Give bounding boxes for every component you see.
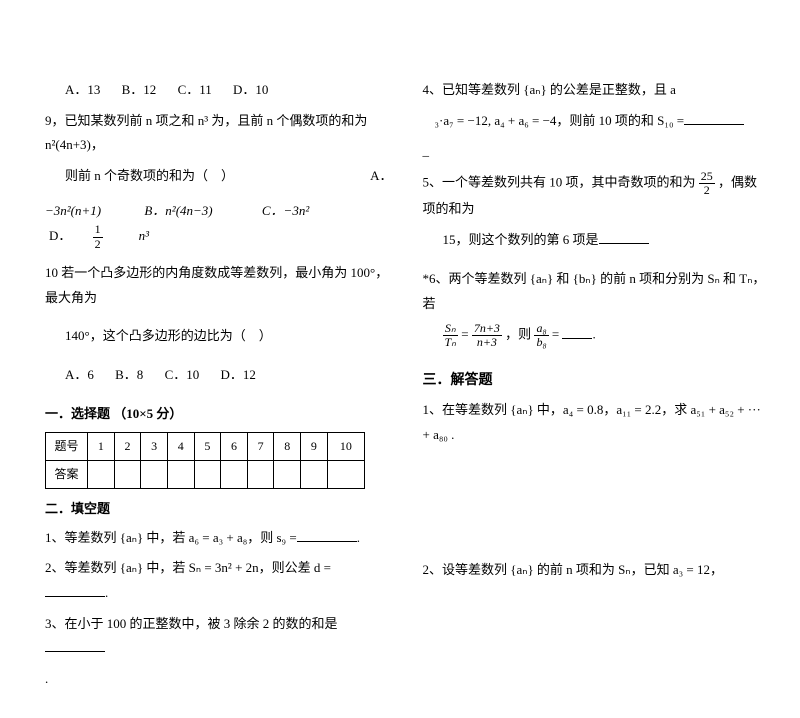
table-cell: [221, 461, 248, 489]
table-cell: [194, 461, 221, 489]
table-cell: [327, 461, 364, 489]
fraction-icon: Sₙ Tₙ: [443, 322, 458, 349]
table-row: 答案: [46, 461, 365, 489]
table-col: 6: [221, 433, 248, 461]
fraction-icon: 25 2: [699, 170, 715, 197]
q10-opt-c: C．10: [165, 367, 200, 382]
blank-line: [599, 232, 649, 244]
table-col: 7: [247, 433, 274, 461]
blank-line: [45, 585, 105, 597]
q10-options: A．6 B．8 C．10 D．12: [65, 363, 393, 388]
q9-opt-a-marker: A．: [370, 164, 392, 189]
q10-opt-a: A．6: [65, 367, 94, 382]
q9-options-row: −3n²(n+1) B．n²(4n−3) C．−3n² D． 1 2 n³: [45, 199, 393, 251]
fraction-icon: 7n+3 n+3: [472, 322, 502, 349]
fraction-icon: a₈ b₈: [534, 322, 548, 349]
answer-table: 题号 1 2 3 4 5 6 7 8 9 10 答案: [45, 432, 365, 489]
table-col: 8: [274, 433, 301, 461]
table-col: 5: [194, 433, 221, 461]
table-answer-label: 答案: [46, 461, 88, 489]
table-col: 10: [327, 433, 364, 461]
table-cell: [88, 461, 115, 489]
section2-title: 二．填空题: [45, 497, 393, 522]
blank-line: [684, 113, 744, 125]
q4-line1: 4、已知等差数列 {aₙ} 的公差是正整数，且 a: [423, 78, 771, 103]
blank-line: [562, 327, 592, 339]
table-cell: [167, 461, 194, 489]
q9-line2: 则前 n 个奇数项的和为（ ） A．: [45, 164, 393, 189]
table-cell: [247, 461, 274, 489]
q6-eq: Sₙ Tₙ = 7n+3 n+3 ，则 a₈ b₈ = .: [443, 322, 771, 349]
underscore: _: [423, 139, 771, 164]
blank-line: [297, 530, 357, 542]
answer-q1: 1、在等差数列 {aₙ} 中，a₄ = 0.8，a₁₁ = 2.2，求 a₅₁ …: [423, 398, 771, 447]
table-header-label: 题号: [46, 433, 88, 461]
q9-opt-c: C．−3n²: [262, 203, 327, 218]
table-row: 题号 1 2 3 4 5 6 7 8 9 10: [46, 433, 365, 461]
fill-q2: 2、等差数列 {aₙ} 中，若 Sₙ = 3n² + 2n，则公差 d = .: [45, 556, 393, 605]
q8-opt-a: A．13: [65, 82, 100, 97]
answer-q2: 2、设等差数列 {aₙ} 的前 n 项和为 Sₙ，已知 a₃ = 12，: [423, 558, 771, 583]
left-column: A．13 B．12 C．11 D．10 9，已知某数列前 n 项之和 n³ 为，…: [45, 78, 393, 698]
q8-options: A．13 B．12 C．11 D．10: [65, 78, 393, 103]
q4-line2: ₃·a₇ = −12, a₄ + a₆ = −4，则前 10 项的和 S₁₀ =: [435, 109, 771, 134]
fraction-icon: 1 2: [93, 223, 121, 250]
table-cell: [301, 461, 328, 489]
fill-q3: 3、在小于 100 的正整数中，被 3 除余 2 的数的和是: [45, 612, 393, 661]
q9-line1: 9，已知某数列前 n 项之和 n³ 为，且前 n 个偶数项的和为 n²(4n+3…: [45, 109, 393, 158]
q9-opt-d: D． 1 2 n³: [49, 228, 167, 243]
table-cell: [274, 461, 301, 489]
section1-title: 一．选择题 （10×5 分）: [45, 402, 393, 427]
table-col: 4: [167, 433, 194, 461]
right-column: 4、已知等差数列 {aₙ} 的公差是正整数，且 a ₃·a₇ = −12, a₄…: [423, 78, 771, 698]
table-cell: [141, 461, 168, 489]
q5-line1: 5、一个等差数列共有 10 项，其中奇数项的和为 25 2 ，偶数项的和为: [423, 170, 771, 222]
q5-line2: 15，则这个数列的第 6 项是: [443, 228, 771, 253]
q9-line2-text: 则前 n 个奇数项的和为（ ）: [65, 164, 234, 189]
q10-line2: 140°，这个凸多边形的边比为（ ）: [65, 324, 393, 349]
q6-line1: *6、两个等差数列 {aₙ} 和 {bₙ} 的前 n 项和分别为 Sₙ 和 Tₙ…: [423, 267, 771, 316]
trailing-dot: .: [45, 667, 393, 692]
table-cell: [114, 461, 141, 489]
q8-opt-b: B．12: [122, 82, 157, 97]
table-col: 2: [114, 433, 141, 461]
q10-opt-d: D．12: [220, 367, 255, 382]
q9-opt-a: −3n²(n+1): [45, 203, 101, 218]
blank-line: [45, 640, 105, 652]
table-col: 1: [88, 433, 115, 461]
document-page: A．13 B．12 C．11 D．10 9，已知某数列前 n 项之和 n³ 为，…: [0, 0, 800, 718]
q10-line1: 10 若一个凸多边形的内角度数成等差数列，最小角为 100°，最大角为: [45, 261, 393, 310]
section3-title: 三．解答题: [423, 368, 771, 395]
table-col: 9: [301, 433, 328, 461]
q8-opt-d: D．10: [233, 82, 268, 97]
fill-q1: 1、等差数列 {aₙ} 中，若 a₆ = a₃ + a₈，则 s₉ =.: [45, 526, 393, 551]
q8-opt-c: C．11: [178, 82, 212, 97]
q10-opt-b: B．8: [115, 367, 143, 382]
table-col: 3: [141, 433, 168, 461]
q9-opt-b: B．n²(4n−3): [144, 203, 230, 218]
